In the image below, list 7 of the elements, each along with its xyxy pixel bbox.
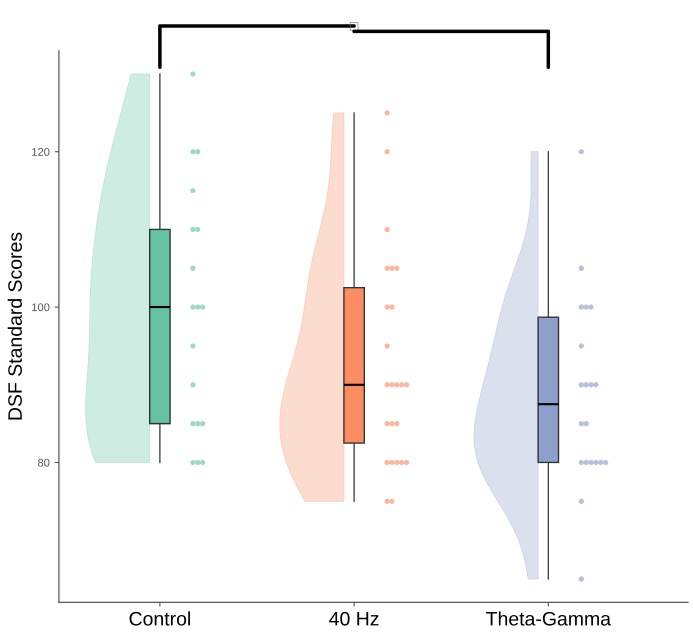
x-tick-label: Theta-Gamma [486,611,611,626]
y-tick-label: 100 [32,303,50,312]
y-axis-title: DSF Standard Scores [8,232,22,420]
x-tick-label: Control [130,611,190,626]
y-tick-label: 80 [38,458,50,467]
x-tick-label: 40 Hz [329,612,379,626]
y-tick-label: 120 [32,148,50,156]
